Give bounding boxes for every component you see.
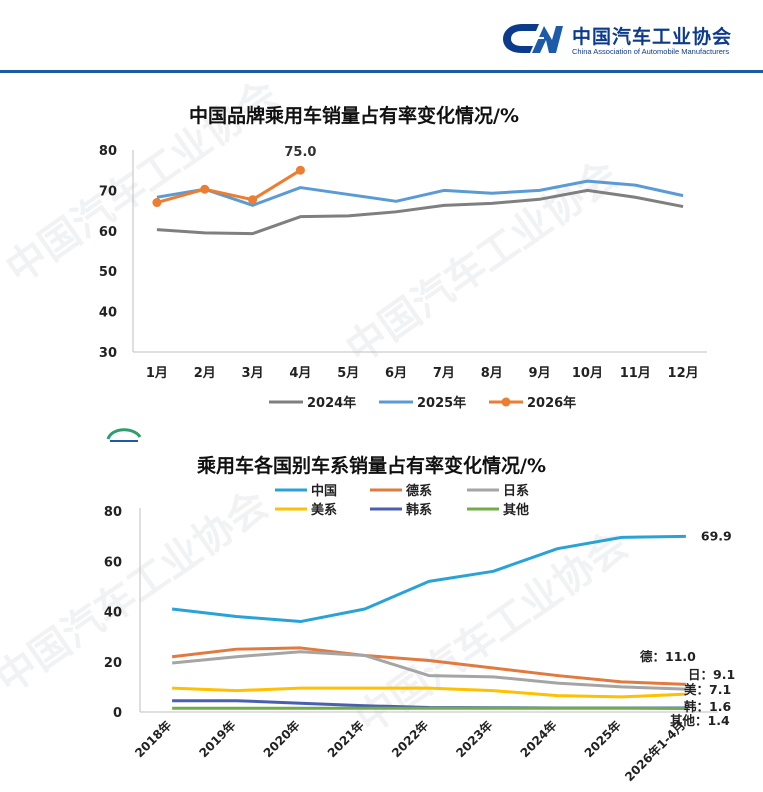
x-tick-label: 1月	[146, 366, 168, 381]
y-tick-label: 80	[104, 505, 122, 520]
legend-label: 2026年	[527, 395, 576, 411]
x-tick-label: 7月	[433, 366, 455, 381]
header: 中国汽车工业协会 China Association of Automobile…	[0, 0, 763, 74]
x-tick-label: 6月	[385, 366, 407, 381]
y-tick-label: 20	[104, 656, 122, 671]
legend-label: 其他	[503, 502, 529, 518]
legend-label: 日系	[503, 483, 529, 499]
x-tick-label: 2018年	[132, 718, 175, 761]
y-tick-label: 60	[104, 555, 122, 570]
y-tick-label: 0	[113, 706, 122, 721]
header-divider	[0, 70, 763, 73]
org-name-cn: 中国汽车工业协会	[572, 26, 733, 48]
data-point	[248, 195, 258, 205]
series-line-日系	[171, 650, 686, 691]
x-tick-label: 2020年	[260, 718, 303, 761]
x-tick-label: 2月	[194, 366, 216, 381]
end-label: 其他：1.4	[670, 713, 730, 728]
x-tick-label: 9月	[529, 366, 551, 381]
legend-label: 中国	[311, 483, 337, 499]
x-tick-label: 2022年	[388, 718, 431, 761]
org-name-en: China Association of Automobile Manufact…	[572, 47, 730, 56]
y-tick-label: 40	[99, 306, 117, 321]
legend-marker	[501, 397, 511, 407]
legend-label: 2024年	[307, 395, 356, 411]
chart1: 30 40 50 60 70 80 1月 2月 3月 4月 5月 6月 7月 8月 9月 10月 11月 12月 7…	[99, 144, 707, 411]
x-tick-label: 5月	[337, 366, 359, 381]
y-tick-label: 80	[99, 144, 117, 159]
x-tick-label: 2024年	[517, 718, 560, 761]
x-tick-label: 4月	[289, 366, 311, 381]
series-line-中国	[171, 534, 686, 624]
end-label: 日：9.1	[688, 667, 735, 682]
y-tick-label: 70	[99, 184, 117, 199]
series-line-2025年	[156, 179, 684, 207]
legend-label: 韩系	[406, 502, 432, 518]
end-label: 69.9	[701, 528, 732, 543]
series-line-美系	[172, 686, 686, 699]
data-point	[152, 198, 162, 208]
x-tick-label: 2021年	[324, 718, 367, 761]
x-tick-label: 2019年	[196, 718, 239, 761]
chart1-title: 中国品牌乘用车销量占有率变化情况/%	[189, 105, 519, 127]
x-tick-label: 12月	[668, 366, 699, 381]
data-point	[200, 184, 210, 194]
small-logo-icon	[106, 428, 142, 442]
cam-logo-icon	[503, 24, 563, 53]
x-tick-label: 11月	[620, 366, 651, 381]
end-label: 德：11.0	[640, 649, 696, 664]
series-line-德系	[171, 646, 686, 686]
chart2-title: 乘用车各国别车系销量占有率变化情况/%	[197, 455, 546, 477]
series-line-2024年	[156, 188, 684, 236]
legend-label: 2025年	[417, 395, 466, 411]
chart2: 0 20 40 60 80 2018年 2019年 2020年 2021年 2022年 2023年 2…	[104, 483, 735, 784]
x-tick-label: 2023年	[453, 718, 496, 761]
legend-label: 美系	[311, 502, 337, 518]
x-tick-label: 8月	[481, 366, 503, 381]
data-point	[295, 165, 305, 175]
x-tick-label: 3月	[242, 366, 264, 381]
end-label: 韩：1.6	[684, 699, 731, 714]
data-label: 75.0	[284, 145, 316, 160]
series-line-2026年	[156, 168, 302, 204]
end-label: 美：7.1	[684, 682, 731, 697]
y-tick-label: 60	[99, 225, 117, 240]
y-tick-label: 40	[104, 606, 122, 621]
x-tick-label: 2025年	[581, 718, 624, 761]
y-tick-label: 30	[99, 346, 117, 361]
x-tick-label: 10月	[572, 366, 603, 381]
legend-label: 德系	[406, 483, 432, 499]
y-tick-label: 50	[99, 265, 117, 280]
